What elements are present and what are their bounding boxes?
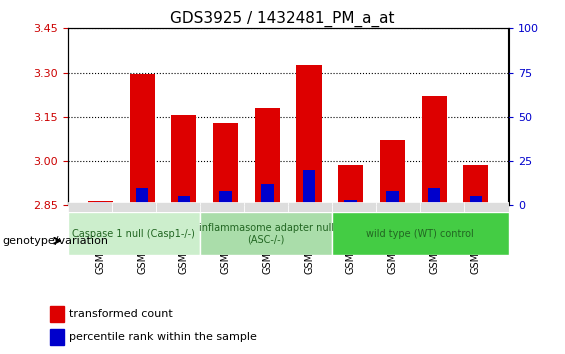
FancyBboxPatch shape [68,212,200,255]
Bar [380,141,405,205]
Bar [261,184,273,205]
Bar [88,201,113,205]
Bar [421,96,447,205]
FancyBboxPatch shape [244,202,288,212]
Bar [297,65,321,205]
Bar [129,74,155,205]
FancyBboxPatch shape [376,202,420,212]
Bar [428,188,441,205]
FancyBboxPatch shape [200,212,332,255]
Bar [50,329,64,345]
Text: percentile rank within the sample: percentile rank within the sample [69,332,257,342]
Bar [463,166,489,205]
Bar [50,306,64,321]
FancyBboxPatch shape [332,212,508,255]
Text: genotype/variation: genotype/variation [3,236,109,246]
FancyBboxPatch shape [112,202,156,212]
FancyBboxPatch shape [420,202,464,212]
Text: transformed count: transformed count [69,309,173,319]
Bar [213,123,238,205]
FancyBboxPatch shape [288,202,332,212]
Bar [470,196,482,205]
Bar [177,196,190,205]
FancyBboxPatch shape [156,202,200,212]
Bar [136,188,149,205]
FancyBboxPatch shape [464,202,508,212]
Text: inflammasome adapter null
(ASC-/-): inflammasome adapter null (ASC-/-) [198,223,334,245]
Bar [171,115,197,205]
Bar [255,108,280,205]
Bar [345,200,357,205]
Bar [94,202,107,205]
Bar [219,191,232,205]
Text: Caspase 1 null (Casp1-/-): Caspase 1 null (Casp1-/-) [72,229,195,239]
Text: wild type (WT) control: wild type (WT) control [367,229,474,239]
Bar [303,170,315,205]
FancyBboxPatch shape [332,202,376,212]
Bar [338,166,363,205]
FancyBboxPatch shape [200,202,244,212]
FancyBboxPatch shape [68,202,112,212]
Text: GDS3925 / 1432481_PM_a_at: GDS3925 / 1432481_PM_a_at [170,11,395,27]
Bar [386,191,399,205]
